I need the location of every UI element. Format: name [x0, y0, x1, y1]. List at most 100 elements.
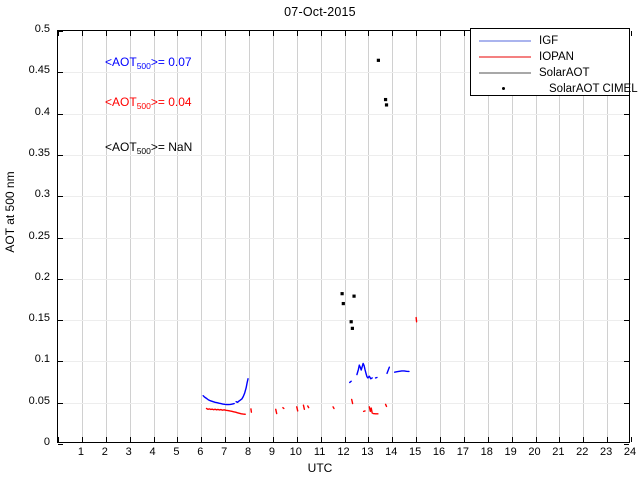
- annotation-iopan-mean: <AOT500>= 0.04: [105, 95, 192, 111]
- x-tick-label: 15: [409, 446, 422, 458]
- legend-item: SolarAOT: [471, 65, 629, 81]
- legend-label: SolarAOT: [539, 67, 590, 79]
- data-point-solaraot-cimel: [352, 294, 356, 298]
- annotation-prefix: <AOT: [105, 140, 137, 154]
- x-tick-mark: [249, 437, 250, 442]
- x-tick-mark: [344, 437, 346, 442]
- annotation-igf-mean: <AOT500>= 0.07: [105, 55, 192, 71]
- x-tick-mark: [129, 437, 131, 442]
- y-axis-title: AOT at 500 nm: [3, 171, 17, 253]
- x-tick-label: 3: [125, 446, 132, 458]
- x-tick-label: 19: [504, 446, 517, 458]
- gridline-vertical: [487, 31, 489, 442]
- y-tick-mark: [58, 320, 63, 322]
- x-tick-label: 2: [101, 446, 108, 458]
- data-line-igf: [393, 370, 410, 373]
- gridline-vertical: [463, 31, 465, 442]
- y-tick-label: 0.45: [28, 64, 50, 77]
- x-tick-mark: [58, 31, 59, 36]
- data-line-iopan: [205, 407, 246, 415]
- x-tick-mark: [392, 437, 394, 442]
- data-line-iopan: [307, 405, 310, 409]
- legend-item: SolarAOT CIMEL: [471, 81, 638, 97]
- x-tick-mark: [177, 437, 179, 442]
- data-point-solaraot-cimel: [341, 301, 345, 306]
- x-tick-label: 22: [576, 446, 589, 458]
- legend-marker-line-icon: [479, 40, 531, 42]
- gridline-vertical: [344, 31, 346, 442]
- gridline-vertical: [225, 31, 227, 442]
- x-tick-mark: [631, 437, 632, 442]
- data-point-solaraot-cimel: [340, 292, 344, 296]
- gridline-horizontal: [58, 320, 629, 322]
- y-tick-mark: [58, 154, 63, 156]
- x-tick-label: 6: [197, 446, 204, 458]
- gridline-vertical: [201, 31, 203, 442]
- x-tick-mark: [249, 31, 250, 36]
- x-tick-mark: [583, 437, 585, 442]
- x-tick-label: 5: [173, 446, 180, 458]
- y-tick-mark: [58, 444, 63, 445]
- y-tick-mark: [58, 113, 63, 115]
- y-tick-mark: [624, 320, 629, 322]
- legend-marker-line-icon: [479, 56, 531, 58]
- x-tick-mark: [440, 31, 441, 36]
- x-tick-mark: [559, 437, 561, 442]
- chart-title: 07-Oct-2015: [284, 5, 356, 19]
- gridline-horizontal: [58, 113, 629, 115]
- gridline-vertical: [296, 31, 298, 442]
- data-point-solaraot-cimel: [349, 320, 353, 324]
- x-tick-mark: [129, 31, 131, 36]
- data-line-iopan: [384, 403, 388, 408]
- y-tick-label: 0.25: [28, 229, 50, 242]
- y-tick-label: 0.05: [28, 394, 50, 407]
- x-tick-mark: [607, 437, 609, 442]
- gridline-vertical: [392, 31, 394, 442]
- x-tick-mark: [631, 31, 632, 36]
- x-tick-label: 23: [600, 446, 613, 458]
- y-tick-label: 0.5: [34, 23, 50, 35]
- data-line-iopan: [302, 404, 306, 411]
- x-tick-label: 14: [385, 446, 398, 458]
- data-point-solaraot-cimel: [384, 103, 389, 107]
- x-tick-label: 9: [268, 446, 275, 458]
- x-tick-mark: [368, 31, 370, 36]
- data-line-iopan: [296, 406, 299, 412]
- legend-box: IGF IOPAN SolarAOT SolarAOT CIMEL: [470, 28, 638, 97]
- x-tick-mark: [272, 31, 274, 36]
- x-tick-label: 10: [289, 446, 302, 458]
- data-line-igf: [356, 362, 373, 380]
- x-tick-mark: [201, 437, 203, 442]
- legend-label: SolarAOT CIMEL: [549, 83, 638, 95]
- annotation-subscript: 500: [136, 61, 151, 71]
- data-line-igf: [202, 394, 235, 406]
- x-tick-label: 4: [149, 446, 156, 458]
- gridline-horizontal: [58, 196, 629, 198]
- x-tick-mark: [177, 31, 179, 36]
- gridline-vertical: [416, 31, 418, 442]
- gridline-horizontal: [58, 72, 629, 74]
- gridline-vertical: [320, 31, 322, 442]
- x-tick-mark: [416, 31, 418, 36]
- x-tick-mark: [105, 31, 107, 36]
- gridline-horizontal: [58, 154, 629, 156]
- gridline-vertical: [607, 31, 609, 442]
- gridline-vertical: [368, 31, 370, 442]
- gridline-vertical: [511, 31, 513, 442]
- y-tick-mark: [58, 31, 63, 32]
- data-line-iopan: [332, 406, 335, 410]
- y-tick-label: 0.4: [34, 105, 50, 118]
- x-tick-label: 8: [244, 446, 252, 458]
- annotation-subscript: 500: [136, 146, 151, 156]
- x-tick-label: 24: [623, 446, 637, 458]
- data-line-iopan: [275, 408, 278, 415]
- y-tick-label: 0.15: [28, 312, 50, 325]
- x-tick-mark: [153, 437, 155, 442]
- x-tick-mark: [344, 31, 346, 36]
- data-point-solaraot-cimel: [376, 58, 380, 62]
- gridline-vertical: [129, 31, 131, 442]
- x-tick-mark: [463, 31, 465, 36]
- y-tick-label: 0.1: [34, 353, 50, 366]
- gridline-vertical: [559, 31, 561, 442]
